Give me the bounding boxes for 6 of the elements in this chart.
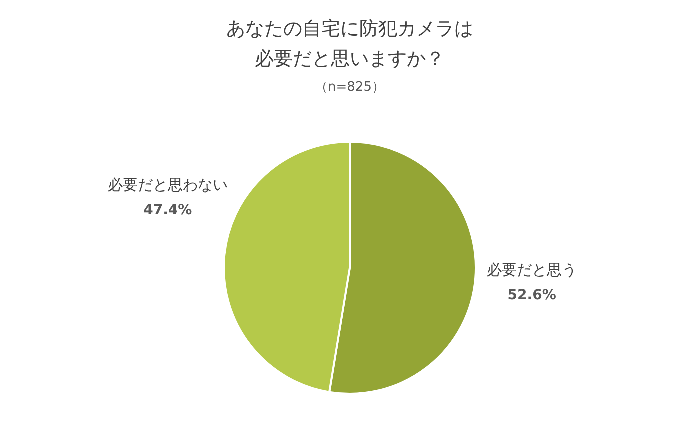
slice-label: 必要だと思う: [487, 260, 578, 279]
data-label: 52.6%: [508, 288, 556, 304]
chart-subtitle: （n=825）: [314, 79, 386, 96]
slice-label: 必要だと思わない: [108, 176, 228, 194]
chart-title: あなたの自宅に防犯カメラは必要だと思いますか？: [226, 17, 474, 72]
data-label: 47.4%: [144, 202, 192, 219]
